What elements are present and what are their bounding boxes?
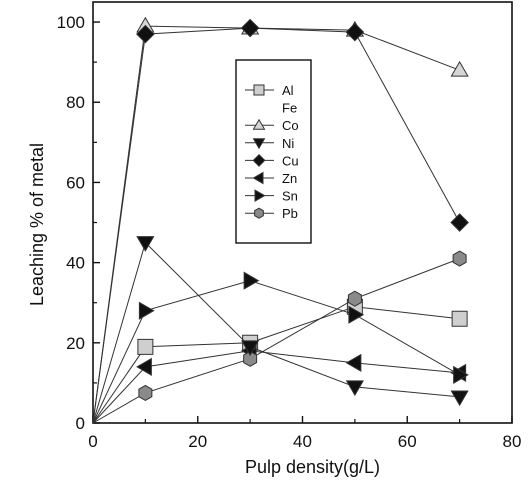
- y-tick-label-80: 80: [66, 93, 85, 112]
- y-axis-label: Leaching % of metal: [27, 143, 47, 306]
- legend-item-co: Co: [245, 118, 299, 133]
- point-al-70: [451, 310, 468, 327]
- legend-label-ni: Ni: [282, 136, 294, 151]
- legend-label-zn: Zn: [282, 171, 297, 186]
- point-pb-50: [347, 290, 362, 307]
- point-cu-10: [136, 24, 155, 44]
- x-tick-label-80: 80: [503, 432, 522, 451]
- x-tick-label-20: 20: [188, 432, 207, 451]
- legend-marker-ni: [252, 138, 266, 150]
- point-zn-10: [136, 357, 152, 376]
- legend-item-pb: Pb: [245, 206, 298, 221]
- y-tick-label-20: 20: [66, 334, 85, 353]
- legend-box: [235, 59, 312, 244]
- point-pb-70: [452, 250, 467, 267]
- point-co-70: [450, 60, 469, 77]
- point-al-10: [137, 338, 154, 355]
- legend-label-sn: Sn: [282, 189, 298, 204]
- point-ni-10: [136, 236, 155, 252]
- point-ni-70: [450, 390, 469, 407]
- legend-marker-pb: [254, 207, 264, 219]
- point-cu-30: [240, 18, 260, 38]
- legend-item-al: Al: [245, 83, 294, 98]
- y-tick-label-40: 40: [66, 254, 85, 273]
- legend-marker-zn: [252, 171, 264, 185]
- legend-label-al: Al: [282, 83, 294, 98]
- legend-label-fe: Fe: [282, 101, 297, 116]
- legend-item-zn: Zn: [245, 171, 297, 186]
- legend-marker-al: [253, 84, 265, 96]
- x-tick-label-40: 40: [293, 432, 312, 451]
- legend-marker-cu: [252, 153, 266, 167]
- legend-item-cu: Cu: [245, 153, 299, 168]
- legend-marker-sn: [254, 189, 266, 202]
- y-tick-label-60: 60: [66, 173, 85, 192]
- point-ni-50: [345, 380, 364, 397]
- legend-item-fe: Fe: [282, 101, 297, 116]
- legend-label-cu: Cu: [282, 153, 299, 168]
- point-pb-10: [138, 384, 153, 402]
- y-tick-label-100: 100: [57, 13, 85, 32]
- legend-label-co: Co: [282, 118, 299, 133]
- point-sn-50: [348, 305, 365, 324]
- legend-item-sn: Sn: [245, 189, 298, 204]
- y-tick-label-0: 0: [76, 414, 85, 433]
- series-pb: [92, 250, 467, 424]
- legend-marker-co: [252, 118, 266, 130]
- point-cu-50: [345, 22, 365, 42]
- axis-ticks: 0 20 40 60 80 0 20 40 60 80 100: [57, 13, 522, 451]
- legend-label-pb: Pb: [282, 206, 298, 221]
- point-cu-70: [450, 213, 469, 232]
- point-sn-30: [243, 271, 260, 290]
- point-zn-50: [345, 353, 362, 372]
- series-ni: [92, 236, 469, 424]
- point-ni-30: [241, 340, 260, 357]
- legend-item-ni: Ni: [245, 136, 294, 151]
- x-axis-label: Pulp density(g/L): [245, 457, 380, 477]
- point-sn-70: [453, 365, 469, 385]
- x-tick-label-0: 0: [88, 432, 97, 451]
- legend: Al Fe Co Ni Cu Zn Sn Pb: [235, 59, 312, 244]
- series-sn: [92, 271, 469, 424]
- series-cu: [92, 18, 469, 424]
- series-group: [92, 16, 469, 424]
- point-pb-30: [243, 350, 258, 367]
- x-tick-label-60: 60: [398, 432, 417, 451]
- point-sn-10: [138, 301, 155, 320]
